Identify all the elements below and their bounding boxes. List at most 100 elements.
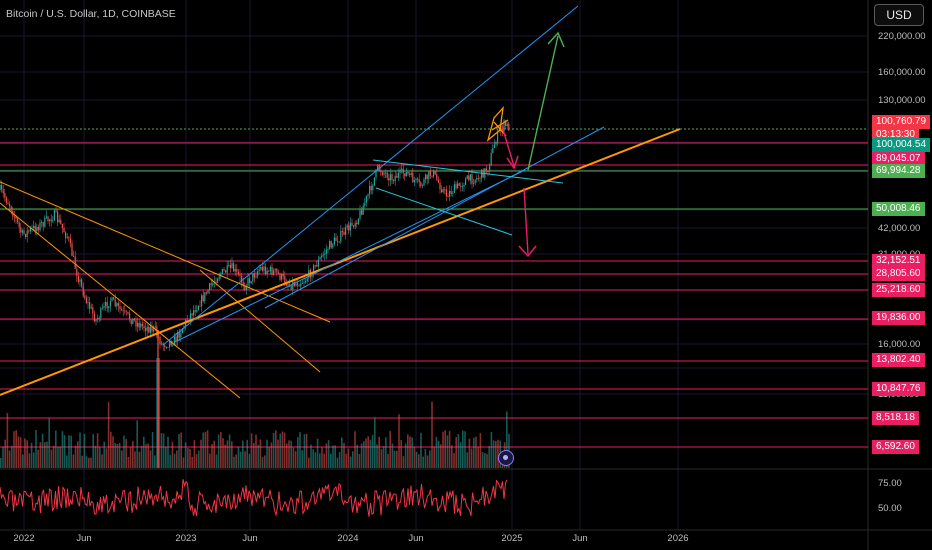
- price-tag: 13,802.40: [872, 353, 925, 367]
- candle-body: [293, 282, 295, 286]
- candle-body: [401, 168, 403, 170]
- candle-body: [306, 278, 308, 281]
- candle-body: [45, 216, 47, 218]
- volume-bar: [162, 433, 165, 468]
- volume-bar: [187, 448, 189, 468]
- volume-bar: [325, 443, 328, 468]
- candle-body: [249, 278, 251, 283]
- candle-body: [217, 278, 219, 283]
- trendline-drawings[interactable]: [0, 5, 681, 399]
- volume-bar: [52, 445, 55, 468]
- currency-button[interactable]: USD: [874, 4, 924, 26]
- candle-body: [263, 266, 265, 271]
- time-axis[interactable]: 2022 Jun 2023 Jun 2024 Jun 2025 Jun 2026: [13, 533, 688, 544]
- candle-body: [13, 216, 15, 218]
- candle-body: [143, 325, 145, 328]
- volume-bar: [211, 443, 213, 468]
- candle-body: [273, 270, 275, 275]
- volume-bar: [301, 450, 303, 468]
- volume-bar: [312, 449, 314, 468]
- candle-body: [369, 185, 371, 195]
- candle-body: [268, 270, 270, 272]
- volume-bar: [103, 441, 105, 468]
- volume-bar: [255, 434, 257, 468]
- volume-bar: [506, 411, 508, 468]
- volume-bar: [330, 453, 332, 468]
- volume-bar: [239, 451, 242, 468]
- candle-body: [242, 282, 244, 286]
- volume-bar: [11, 445, 13, 468]
- volume-bar: [422, 456, 424, 468]
- candle-body: [133, 318, 135, 321]
- volume-bar: [459, 442, 462, 468]
- volume-bar: [446, 435, 449, 468]
- volume-bar: [195, 454, 198, 468]
- candle-body: [201, 295, 203, 307]
- volume-bar: [389, 430, 391, 468]
- volume-bar: [70, 435, 72, 468]
- volume-bar: [138, 451, 141, 468]
- volume-bar: [385, 437, 387, 468]
- candle-body: [463, 184, 465, 187]
- candle-body: [298, 285, 300, 287]
- candle-body: [433, 171, 435, 177]
- oscillator-line: [0, 479, 508, 517]
- volume-bar: [46, 441, 48, 468]
- candle-body: [218, 276, 220, 279]
- bull-target-arrow: [527, 35, 559, 171]
- candle-body: [252, 273, 254, 282]
- volume-bar: [470, 448, 473, 468]
- candle-body: [50, 219, 52, 222]
- candle-body: [137, 322, 139, 327]
- candle-body: [95, 319, 97, 322]
- volume-bar: [132, 441, 134, 468]
- volume-bar: [382, 446, 385, 468]
- volume-bar: [268, 446, 270, 468]
- candle-body: [169, 341, 171, 347]
- volume-bar: [257, 444, 259, 468]
- candle-body: [407, 171, 409, 174]
- candle-body: [98, 317, 100, 319]
- volume-bar: [466, 452, 468, 468]
- candle-body: [25, 233, 27, 238]
- volume-bar: [462, 430, 464, 468]
- candle-body: [377, 165, 379, 170]
- volume-bar: [244, 451, 246, 468]
- candle-body: [479, 178, 481, 180]
- candle-body: [477, 177, 479, 179]
- volume-bar: [413, 447, 416, 468]
- volume-bar: [50, 449, 53, 468]
- candle-body: [452, 192, 454, 194]
- volume-bar: [277, 439, 279, 468]
- volume-bar: [79, 432, 81, 468]
- volume-bar: [371, 435, 374, 468]
- time-tick-label: 2025: [501, 533, 522, 544]
- volume-bar: [160, 433, 163, 468]
- volume-bar: [24, 438, 26, 468]
- candle-body: [122, 310, 124, 312]
- volume-bar: [327, 440, 330, 468]
- candle-body: [129, 313, 131, 320]
- volume-bar: [156, 358, 158, 468]
- candle-body: [485, 168, 487, 172]
- bear-target-arrow: [523, 187, 529, 255]
- circle-dot-icon[interactable]: [498, 450, 514, 466]
- volume-bar: [365, 438, 367, 468]
- candle-body: [212, 283, 214, 286]
- candle-body: [373, 177, 375, 186]
- candle-body: [5, 197, 7, 203]
- volume-bar: [360, 443, 363, 468]
- candle-body: [191, 313, 193, 316]
- volume-bar: [140, 445, 143, 468]
- volume-bar: [314, 452, 317, 468]
- candle-body: [119, 305, 121, 310]
- candle-body: [372, 185, 374, 191]
- volume-bar: [319, 453, 321, 468]
- candle-body: [357, 218, 359, 225]
- candle-body: [47, 216, 49, 221]
- candle-body: [319, 257, 321, 260]
- candle-body: [426, 174, 428, 180]
- candle-body: [21, 230, 23, 233]
- candle-body: [316, 265, 318, 267]
